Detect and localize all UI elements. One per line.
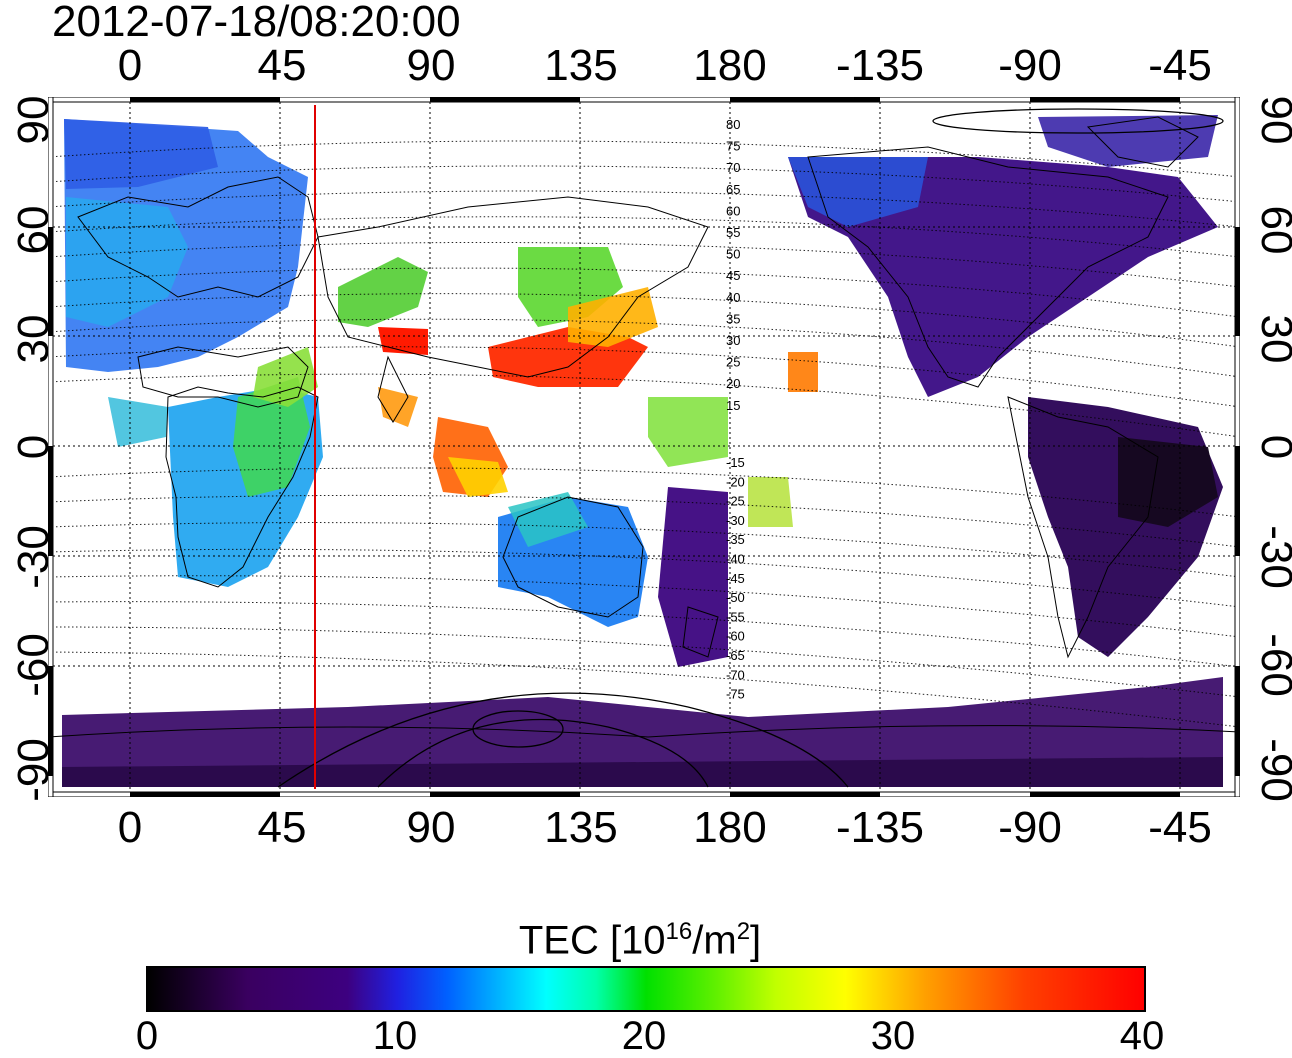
lon-tick-top: 180 <box>693 41 767 90</box>
lat-tick-right: 30 <box>1252 314 1292 364</box>
contour-label: 15 <box>726 398 740 413</box>
contour-label: 75 <box>726 139 740 154</box>
lon-tick-bottom: -90 <box>998 803 1062 852</box>
lon-tick-bottom: 0 <box>117 803 143 852</box>
lon-tick-bottom: -135 <box>835 803 925 852</box>
tec-map: 80 75 70 65 60 55 50 45 40 35 30 25 20 15 -15 -20 -25 -30… <box>48 97 1240 797</box>
colorbar-tick: 30 <box>870 1014 916 1058</box>
coastlines <box>48 116 1240 738</box>
colorbar-tick: 40 <box>1119 1014 1165 1058</box>
lon-tick-top: 135 <box>544 41 618 90</box>
contour-label: -55 <box>726 609 745 624</box>
lon-tick-bottom: 180 <box>693 803 767 852</box>
contour-label: 35 <box>726 311 740 326</box>
contour-label: 50 <box>726 247 740 262</box>
contour-label: -25 <box>726 494 745 509</box>
lon-tick-top: -90 <box>998 41 1062 90</box>
colorbar-tick: 0 <box>135 1014 159 1058</box>
map-timestamp-title: 2012-07-18/08:20:00 <box>52 0 461 46</box>
contour-label: 60 <box>726 203 740 218</box>
contour-label: 70 <box>726 160 740 175</box>
lon-tick-bottom: 135 <box>544 803 618 852</box>
colorbar-tick: 10 <box>372 1014 418 1058</box>
lon-tick-bottom: -45 <box>1148 803 1212 852</box>
contour-label: -40 <box>726 552 745 567</box>
lat-tick-right: -60 <box>1252 633 1292 697</box>
lat-tick-right: 60 <box>1252 205 1292 255</box>
lat-tick-right: -90 <box>1252 738 1292 802</box>
lon-tick-top: 90 <box>406 41 456 90</box>
lon-tick-top: 45 <box>257 41 307 90</box>
contour-labels: 80 75 70 65 60 55 50 45 40 35 30 25 20 15 -15 -20 -25 -30… <box>726 117 745 702</box>
lon-tick-top: 0 <box>117 41 143 90</box>
contour-label: -60 <box>726 629 745 644</box>
contour-label: 25 <box>726 355 740 370</box>
contour-label: 80 <box>726 117 740 132</box>
lon-tick-bottom: 90 <box>406 803 456 852</box>
colorbar-tick: 20 <box>621 1014 667 1058</box>
lon-tick-top: -135 <box>835 41 925 90</box>
lon-tick-bottom: 45 <box>257 803 307 852</box>
contour-label: 30 <box>726 333 740 348</box>
contour-label: -20 <box>726 474 745 489</box>
polar-contours <box>277 108 1224 788</box>
contour-label: 20 <box>726 376 740 391</box>
contour-label: 55 <box>726 225 740 240</box>
map-frame <box>48 97 1240 797</box>
magnetic-latitude-contours <box>48 140 1240 728</box>
contour-label: 65 <box>726 182 740 197</box>
lat-tick-right: 0 <box>1252 407 1292 487</box>
contour-label: -45 <box>726 571 745 586</box>
contour-label: -35 <box>726 532 745 547</box>
tec-data-layer <box>62 115 1223 787</box>
colorbar-label: TEC [1016/m2] <box>518 918 762 963</box>
contour-label: -15 <box>726 455 745 470</box>
contour-label: 40 <box>726 290 740 305</box>
contour-label: 45 <box>726 268 740 283</box>
lon-tick-top: -45 <box>1148 41 1212 90</box>
contour-label: -75 <box>726 687 745 702</box>
contour-label: -70 <box>726 667 745 682</box>
contour-label: -65 <box>726 648 745 663</box>
contour-label: -50 <box>726 590 745 605</box>
graticule-grid <box>48 97 1240 797</box>
lat-tick-right: 90 <box>1252 95 1292 145</box>
contour-label: -30 <box>726 513 745 528</box>
lat-tick-right: -30 <box>1252 525 1292 589</box>
tec-colorbar <box>146 966 1146 1012</box>
